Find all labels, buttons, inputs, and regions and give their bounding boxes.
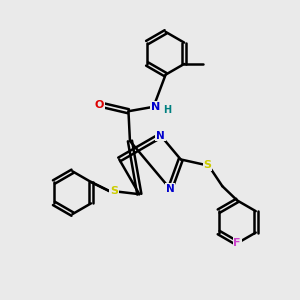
Text: S: S bbox=[110, 186, 118, 196]
Text: H: H bbox=[163, 105, 171, 115]
Text: F: F bbox=[233, 238, 241, 248]
Text: N: N bbox=[156, 130, 165, 140]
Text: N: N bbox=[166, 184, 174, 194]
Text: N: N bbox=[151, 102, 160, 112]
Text: S: S bbox=[203, 160, 211, 170]
Text: O: O bbox=[95, 100, 104, 110]
